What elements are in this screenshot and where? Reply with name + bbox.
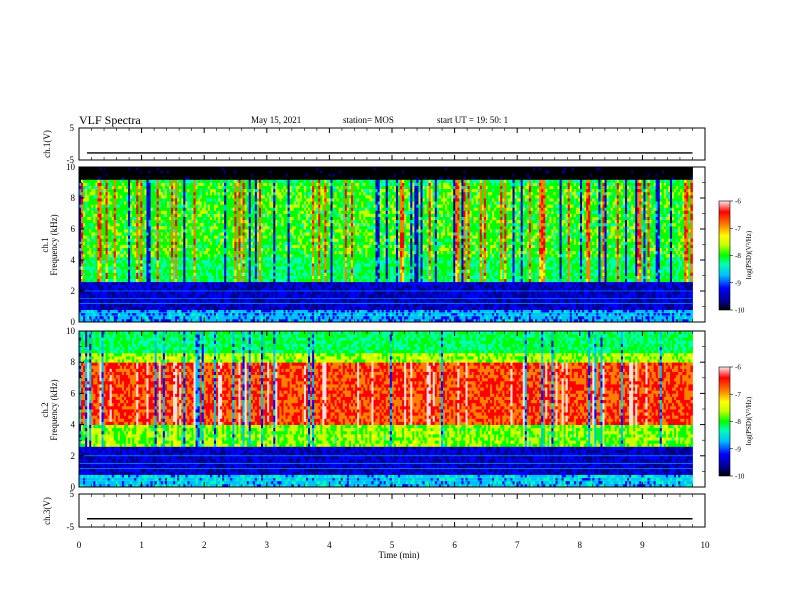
ch1wave-ytick-label: 5 — [70, 123, 75, 133]
header-station: station= MOS — [343, 115, 394, 125]
figure-title: VLF Spectra — [79, 113, 141, 127]
ch1-waveform-panel: 5-5 — [67, 123, 706, 165]
header-start-time: start UT = 19: 50: 1 — [437, 115, 508, 125]
ch1spec-cells — [79, 167, 693, 322]
header-date: May 15, 2021 — [251, 115, 301, 125]
